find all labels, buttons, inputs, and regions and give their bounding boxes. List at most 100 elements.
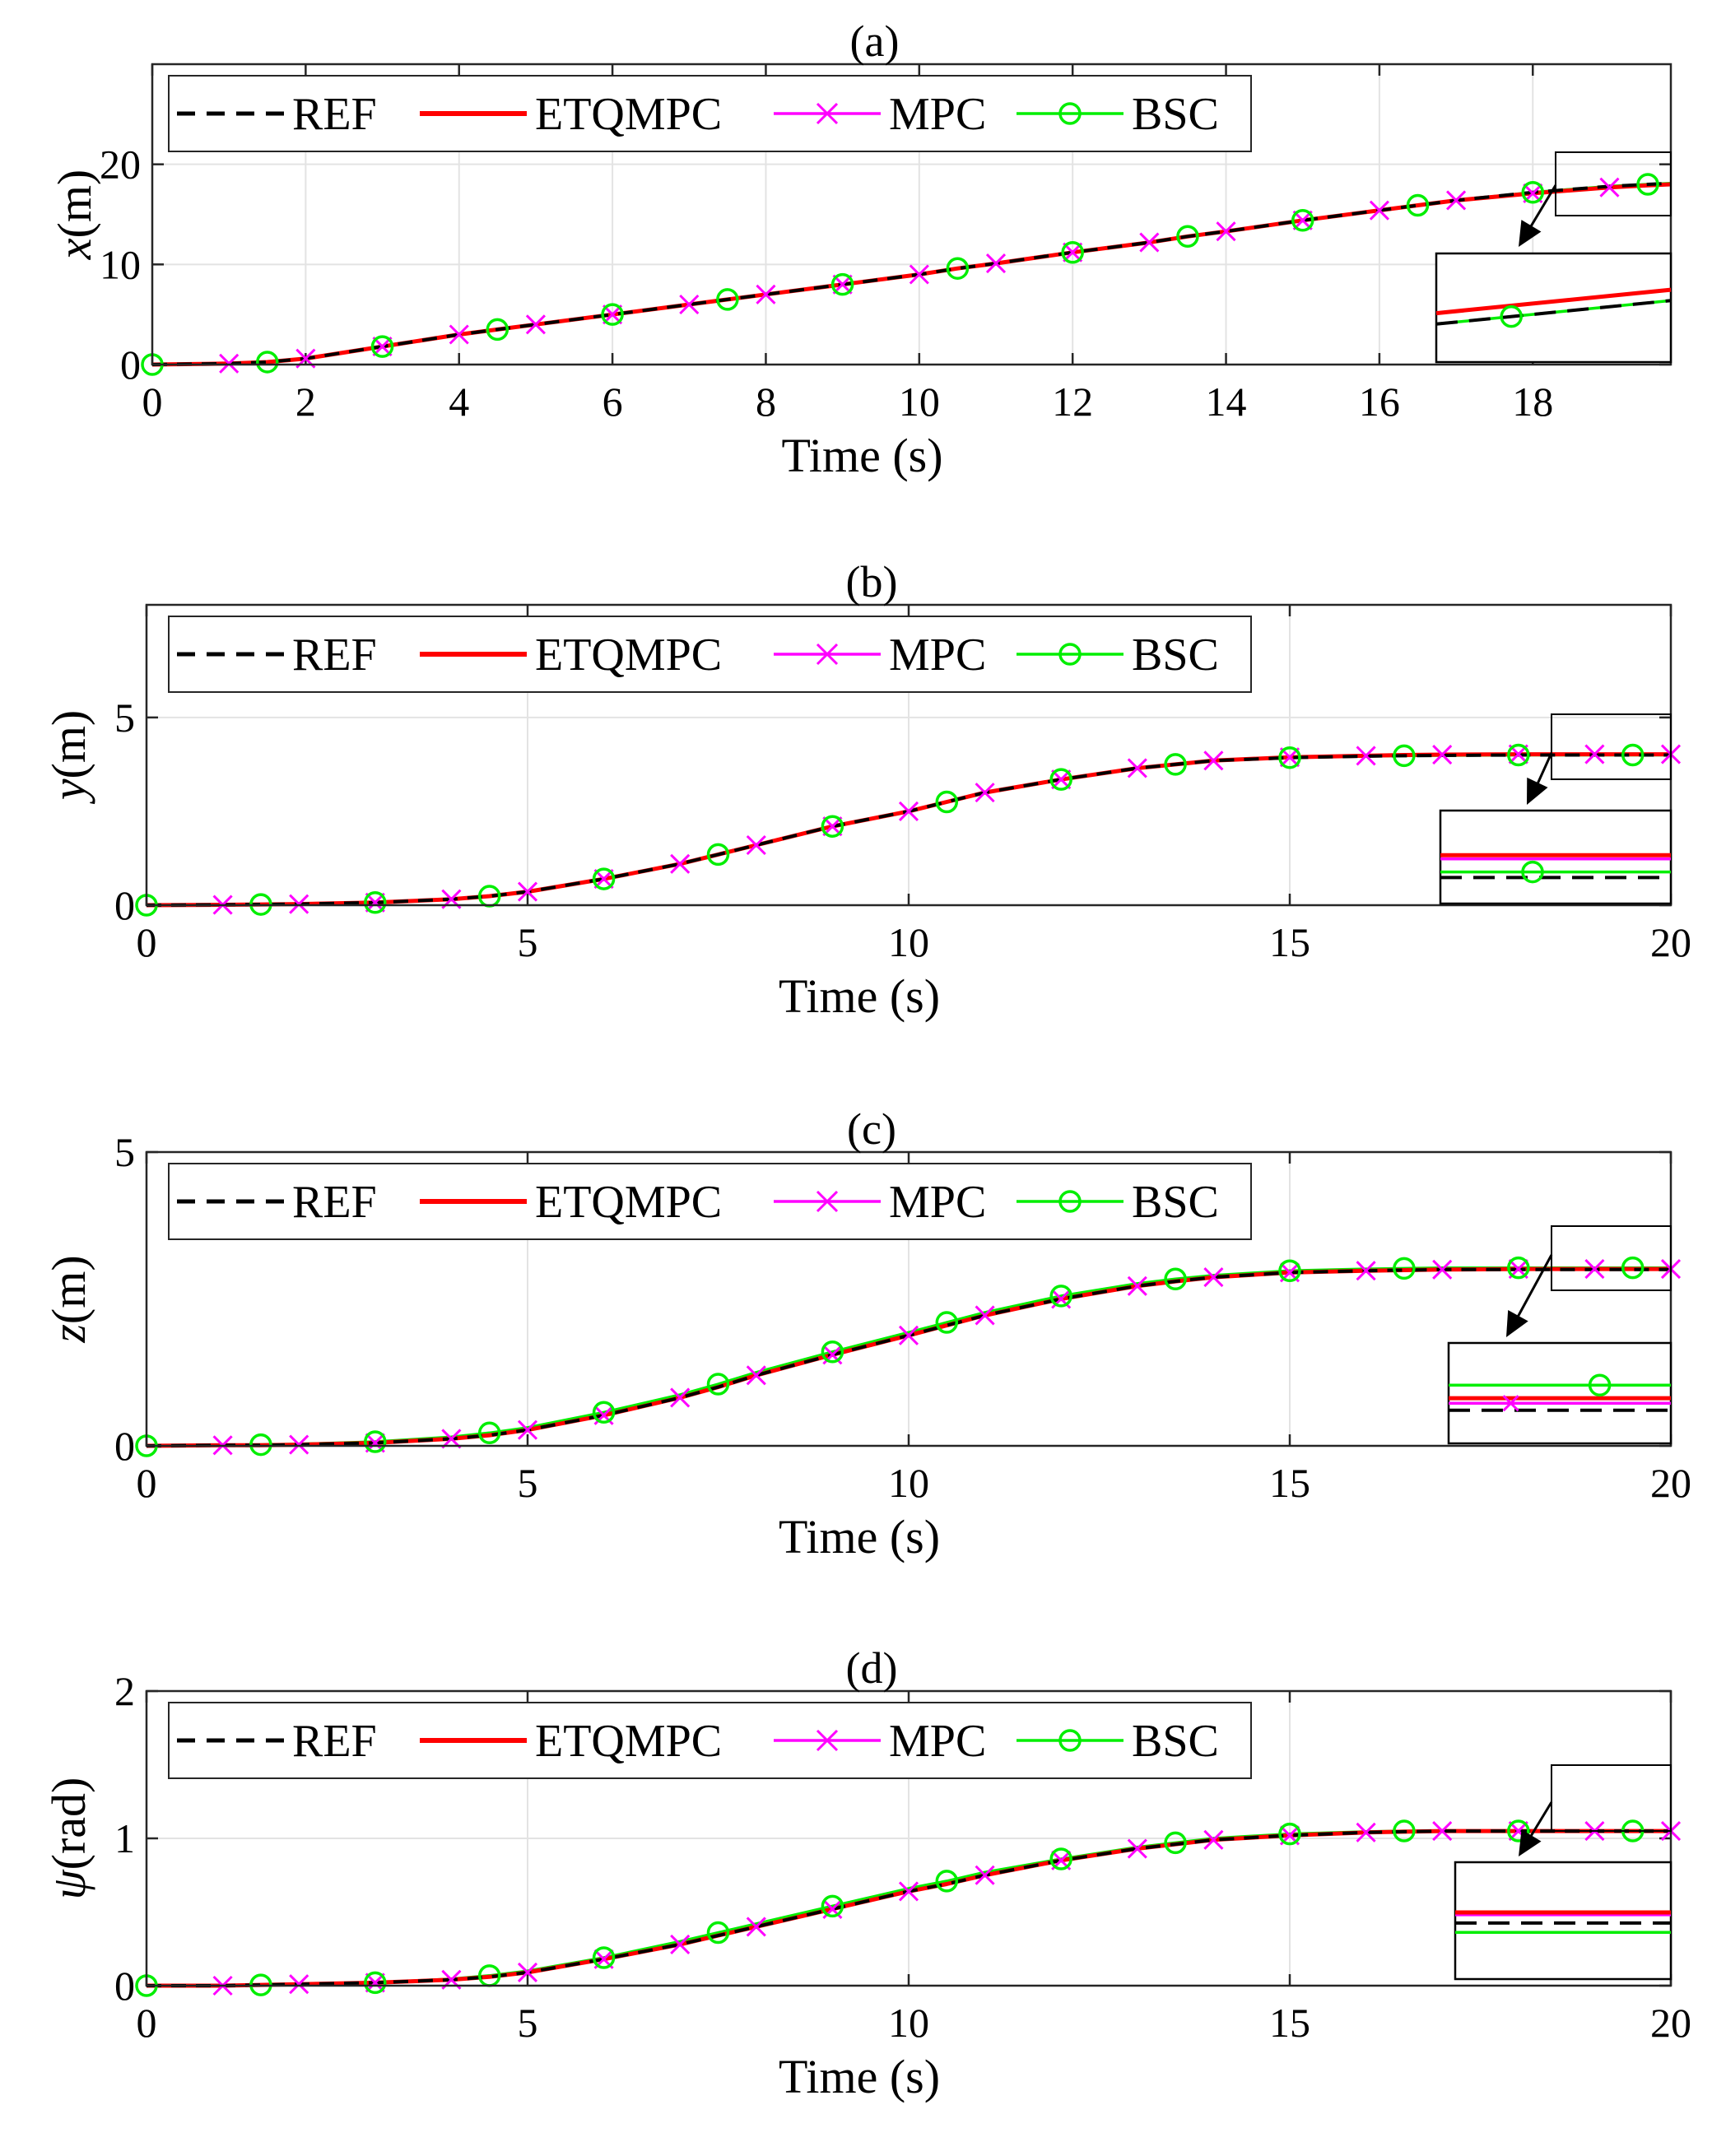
bsc-marker: [706, 843, 730, 867]
mpc-marker: [1356, 1822, 1376, 1842]
y-axis-variable: y: [42, 778, 95, 804]
zoom-inset: [1439, 713, 1672, 905]
legend-box: [168, 616, 1252, 693]
zoom-inset: [1454, 1764, 1672, 1981]
x-tick-label: 10: [888, 919, 929, 965]
legend-label-etqmpc: ETQMPC: [535, 630, 722, 681]
y-tick-label: 0: [120, 342, 141, 388]
zoom-source-box: [1551, 713, 1672, 780]
series-line-ref: [151, 181, 1672, 366]
bsc-marker: [370, 335, 394, 358]
x-axis-label: Time (s): [779, 2050, 940, 2103]
legend-marker-mpc: [816, 102, 839, 125]
bsc-marker: [1049, 1847, 1072, 1870]
legend-label-bsc: BSC: [1132, 89, 1219, 140]
bsc-marker: [486, 318, 509, 342]
mpc-marker: [1139, 232, 1160, 253]
x-axis-label: Time (s): [781, 429, 942, 482]
mpc-marker: [746, 1365, 766, 1386]
y-axis-unit: (m): [42, 1255, 95, 1324]
zoom-line-etqmpc: [1435, 287, 1672, 316]
zoom-marker-bsc: [1521, 860, 1544, 884]
x-tick-label: 0: [137, 2000, 157, 2046]
x-tick-label: 0: [137, 919, 157, 965]
mpc-marker: [1356, 746, 1376, 766]
legend-label-bsc: BSC: [1132, 630, 1219, 681]
legend-marker-mpc: [816, 1729, 839, 1752]
legend-label-etqmpc: ETQMPC: [535, 1716, 722, 1767]
x-tick-label: 2: [295, 379, 316, 425]
x-tick-label: 8: [756, 379, 776, 425]
legend-marker-mpc: [816, 643, 839, 666]
mpc-marker: [975, 1305, 995, 1326]
panel-title: (d): [846, 1643, 898, 1693]
x-axis-label: Time (s): [779, 969, 940, 1023]
zoom-line-ref: [1435, 299, 1672, 326]
mpc-marker: [756, 284, 776, 304]
legend: REF ETQMPC MPC BSC: [168, 616, 1252, 693]
bsc-marker: [1291, 209, 1314, 232]
bsc-marker: [1049, 768, 1072, 791]
y-axis-variable: ψ: [42, 1869, 95, 1899]
x-tick-label: 15: [1269, 919, 1310, 965]
x-tick-label: 0: [142, 379, 163, 425]
y-axis-variable: x: [48, 238, 101, 260]
mpc-marker: [746, 834, 766, 856]
mpc-marker: [898, 801, 919, 821]
mpc-marker: [898, 1325, 919, 1345]
bsc-marker: [1164, 1267, 1187, 1290]
x-tick-label: 16: [1359, 379, 1400, 425]
y-axis-unit: (m): [42, 710, 95, 779]
zoom-inset-box: [1454, 1861, 1672, 1981]
x-tick-label: 12: [1052, 379, 1093, 425]
mpc-marker: [1216, 221, 1236, 242]
x-tick-label: 20: [1650, 1460, 1691, 1506]
legend-label-mpc: MPC: [889, 1716, 986, 1767]
mpc-marker: [670, 1934, 691, 1954]
bsc-marker: [830, 272, 854, 296]
mpc-marker: [1599, 177, 1620, 197]
bsc-marker: [364, 891, 387, 914]
bsc-marker: [1176, 225, 1199, 249]
mpc-marker: [1127, 1275, 1147, 1296]
mpc-marker: [1369, 200, 1389, 221]
mpc-marker: [898, 1881, 919, 1902]
bsc-marker: [1278, 1259, 1301, 1282]
legend: REF ETQMPC MPC BSC: [168, 1163, 1252, 1240]
bsc-marker: [1393, 744, 1416, 768]
legend-label-ref: REF: [292, 1177, 377, 1228]
x-tick-label: 10: [888, 1460, 929, 1506]
legend-label-mpc: MPC: [889, 89, 986, 140]
legend-label-bsc: BSC: [1132, 1716, 1219, 1767]
bsc-marker: [477, 1421, 501, 1445]
y-axis-unit: (m): [48, 170, 101, 239]
bsc-marker: [592, 867, 616, 890]
panel-d: 0 5 10 15 20 0 1 2 (d) Time (s) ψ(rad) REF ETQMPC MPC…: [42, 1643, 1691, 2103]
bsc-marker: [1278, 1822, 1301, 1846]
legend: REF ETQMPC MPC BSC: [168, 1702, 1252, 1779]
y-tick-label: 0: [114, 1963, 135, 2009]
mpc-marker: [289, 894, 309, 914]
bsc-marker: [821, 815, 844, 838]
x-tick-label: 5: [518, 2000, 538, 2046]
zoom-arrow-head: [1519, 1829, 1542, 1856]
mpc-marker: [1356, 1261, 1376, 1281]
x-tick-label: 4: [449, 379, 469, 425]
mpc-marker: [289, 1434, 309, 1455]
bsc-marker: [256, 351, 279, 374]
zoom-inset: [1435, 151, 1672, 364]
mpc-marker: [1584, 744, 1605, 764]
mpc-marker: [909, 264, 929, 285]
legend-marker-bsc: [1058, 102, 1082, 125]
legend-marker-bsc: [1058, 643, 1082, 666]
bsc-marker: [706, 1921, 730, 1945]
mpc-marker: [289, 1974, 309, 1995]
axes-box: [145, 1689, 1672, 1987]
panel-title: (a): [850, 16, 900, 66]
series-line-ref: [146, 1267, 1671, 1447]
bsc-marker: [1621, 1256, 1645, 1280]
bsc-marker: [249, 1433, 272, 1457]
legend-label-mpc: MPC: [889, 1177, 986, 1228]
bsc-marker: [1621, 743, 1645, 767]
x-tick-label: 15: [1269, 2000, 1310, 2046]
